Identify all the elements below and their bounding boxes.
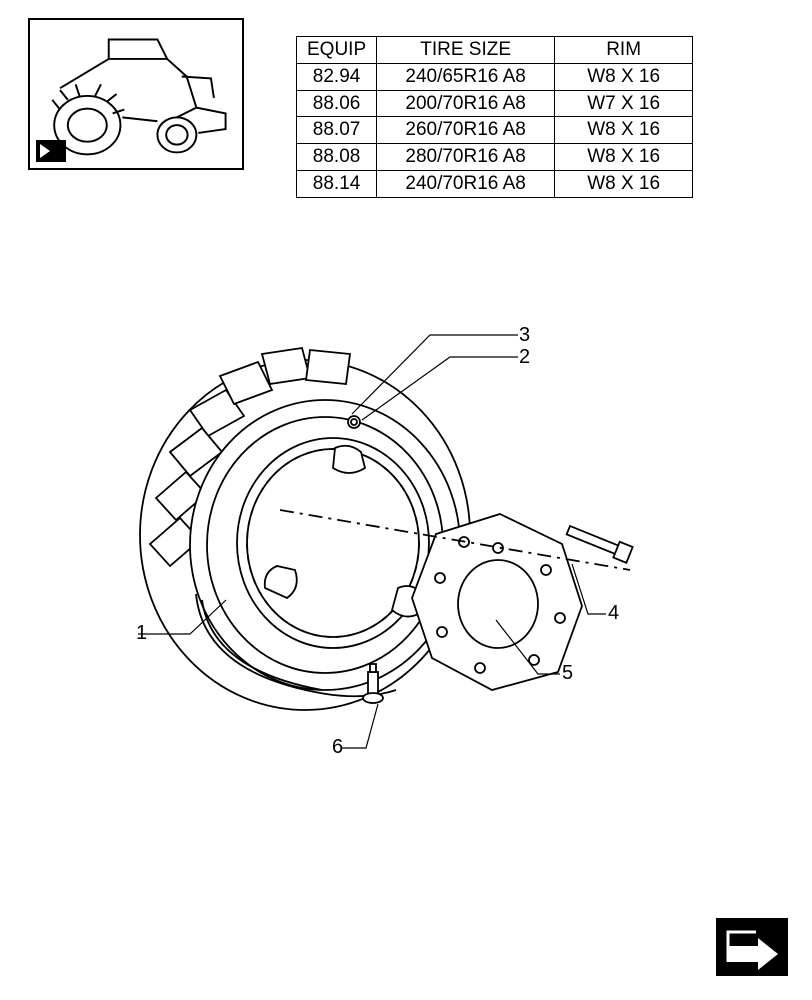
callout-6: 6 [332,736,343,759]
th-rim: RIM [555,37,693,64]
table-row: 88.08 280/70R16 A8 W8 X 16 [297,144,693,171]
next-page-icon[interactable] [716,918,788,976]
cell-tire: 260/70R16 A8 [377,117,555,144]
table-row: 82.94 240/65R16 A8 W8 X 16 [297,63,693,90]
tractor-thumbnail [28,18,244,170]
callout-4: 4 [608,602,619,625]
callout-2: 2 [519,346,530,369]
cell-equip: 88.14 [297,170,377,197]
callout-3: 3 [519,324,530,347]
cell-equip: 88.07 [297,117,377,144]
exploded-wheel-diagram [130,320,690,820]
cell-tire: 200/70R16 A8 [377,90,555,117]
bolt-part [565,522,633,562]
page-root: EQUIP TIRE SIZE RIM 82.94 240/65R16 A8 W… [0,0,812,1000]
cell-tire: 240/65R16 A8 [377,63,555,90]
thumbnail-corner-marker-icon [36,140,66,162]
tire-size-table: EQUIP TIRE SIZE RIM 82.94 240/65R16 A8 W… [296,36,693,198]
table-row: 88.14 240/70R16 A8 W8 X 16 [297,170,693,197]
th-tire: TIRE SIZE [377,37,555,64]
cell-rim: W8 X 16 [555,117,693,144]
cell-equip: 82.94 [297,63,377,90]
cell-rim: W7 X 16 [555,90,693,117]
table-header-row: EQUIP TIRE SIZE RIM [297,37,693,64]
cell-rim: W8 X 16 [555,144,693,171]
callout-5: 5 [562,662,573,685]
cell-equip: 88.06 [297,90,377,117]
cell-rim: W8 X 16 [555,170,693,197]
th-equip: EQUIP [297,37,377,64]
cell-tire: 240/70R16 A8 [377,170,555,197]
cell-rim: W8 X 16 [555,63,693,90]
cell-tire: 280/70R16 A8 [377,144,555,171]
exploded-wheel-svg [130,320,690,820]
cell-equip: 88.08 [297,144,377,171]
callout-1: 1 [136,622,147,645]
table-row: 88.07 260/70R16 A8 W8 X 16 [297,117,693,144]
disc-flange-part [412,514,582,690]
table-row: 88.06 200/70R16 A8 W7 X 16 [297,90,693,117]
